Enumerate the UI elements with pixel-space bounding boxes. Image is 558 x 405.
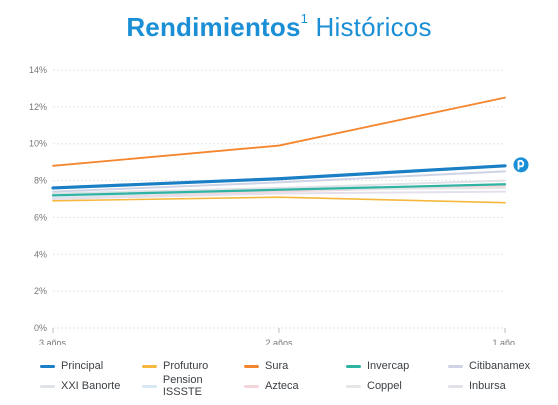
y-tick-label: 12% xyxy=(29,102,47,112)
title-footnote: 1 xyxy=(300,11,309,27)
series-line-principal xyxy=(51,164,507,190)
legend-swatch xyxy=(448,384,463,388)
series-line-invercap xyxy=(51,183,507,197)
y-tick-label: 14% xyxy=(29,65,47,75)
legend-item-coppel[interactable]: Coppel xyxy=(346,380,448,392)
legend-swatch xyxy=(244,364,259,368)
legend-label: Invercap xyxy=(367,360,410,372)
legend-swatch xyxy=(346,384,361,388)
y-tick-label: 4% xyxy=(34,249,47,259)
principal-logo-glyph xyxy=(517,159,525,170)
legend-item-profuturo[interactable]: Profuturo xyxy=(142,360,244,372)
legend-swatch xyxy=(142,364,157,368)
legend-label: XXI Banorte xyxy=(61,380,121,392)
legend-label: Principal xyxy=(61,360,104,372)
legend-item-inbursa[interactable]: Inbursa xyxy=(448,380,550,392)
legend-item-sura[interactable]: Sura xyxy=(244,360,346,372)
chart-legend: Principal Profuturo Sura Invercap Citibaname… xyxy=(40,357,550,398)
y-tick-label: 2% xyxy=(34,286,47,296)
legend-label: Inbursa xyxy=(469,380,506,392)
x-tick-label: 3 años xyxy=(39,338,67,345)
legend-swatch xyxy=(448,364,463,368)
legend-item-pension-issste[interactable]: Pension ISSSTE xyxy=(142,374,244,398)
series-line-profuturo xyxy=(52,196,506,204)
legend-label: Azteca xyxy=(265,380,299,392)
legend-label: Pension ISSSTE xyxy=(162,374,203,398)
title-bold: Rendimientos xyxy=(126,12,301,42)
series-line-inbursa xyxy=(52,190,506,200)
legend-row: XXI Banorte Pension ISSSTE Azteca Coppel Inb… xyxy=(40,374,550,398)
legend-item-xxi-banorte[interactable]: XXI Banorte xyxy=(40,380,142,392)
y-tick-label: 8% xyxy=(34,176,47,186)
y-tick-label: 0% xyxy=(34,323,47,333)
chart-title: Rendimientos1 Históricos xyxy=(0,11,558,43)
x-tick-label: 1 año xyxy=(492,338,515,345)
series-line-citibanamex xyxy=(52,170,506,193)
series-line-sura xyxy=(52,96,506,167)
legend-swatch xyxy=(40,364,55,368)
x-tick-label: 2 años xyxy=(265,338,293,345)
title-rest: Históricos xyxy=(315,12,432,42)
y-tick-label: 10% xyxy=(29,139,47,149)
legend-swatch xyxy=(142,384,157,388)
legend-swatch xyxy=(346,364,361,368)
legend-swatch xyxy=(40,384,55,388)
series-line-xxi-banorte xyxy=(52,179,506,195)
legend-label: Citibanamex xyxy=(469,360,531,372)
legend-label: Sura xyxy=(265,360,289,372)
legend-item-invercap[interactable]: Invercap xyxy=(346,360,448,372)
legend-swatch xyxy=(244,384,259,388)
legend-label: Coppel xyxy=(367,380,402,392)
legend-item-citibanamex[interactable]: Citibanamex xyxy=(448,360,550,372)
line-chart: 0% 2% 4% 6% 8% 10% 12% 14% 3 años 2 años 1 año xyxy=(29,65,529,345)
legend-label: Profuturo xyxy=(163,360,209,372)
legend-item-azteca[interactable]: Azteca xyxy=(244,380,346,392)
principal-logo-icon xyxy=(513,157,529,173)
legend-row: Principal Profuturo Sura Invercap Citibaname… xyxy=(40,357,550,375)
y-tick-label: 6% xyxy=(34,212,47,222)
legend-item-principal[interactable]: Principal xyxy=(40,360,142,372)
